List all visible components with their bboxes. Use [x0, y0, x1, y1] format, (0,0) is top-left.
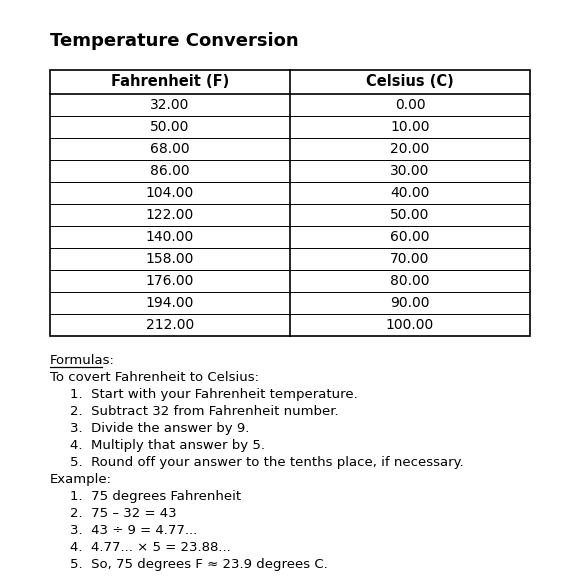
Text: 50.00: 50.00 — [390, 208, 430, 222]
Text: 212.00: 212.00 — [146, 318, 194, 332]
Text: 80.00: 80.00 — [390, 274, 430, 288]
Text: To covert Fahrenheit to Celsius:: To covert Fahrenheit to Celsius: — [50, 371, 259, 384]
Text: 1.  Start with your Fahrenheit temperature.: 1. Start with your Fahrenheit temperatur… — [70, 388, 358, 401]
Text: 60.00: 60.00 — [390, 230, 430, 244]
Text: 20.00: 20.00 — [390, 142, 430, 156]
Text: 104.00: 104.00 — [146, 186, 194, 200]
Text: 3.  43 ÷ 9 = 4.77...: 3. 43 ÷ 9 = 4.77... — [70, 524, 197, 537]
Text: 4.  4.77... × 5 = 23.88...: 4. 4.77... × 5 = 23.88... — [70, 541, 231, 554]
Text: 5.  Round off your answer to the tenths place, if necessary.: 5. Round off your answer to the tenths p… — [70, 456, 464, 469]
Text: Temperature Conversion: Temperature Conversion — [50, 32, 299, 50]
Text: 122.00: 122.00 — [146, 208, 194, 222]
Text: 10.00: 10.00 — [390, 120, 430, 134]
Text: 68.00: 68.00 — [150, 142, 190, 156]
Text: 176.00: 176.00 — [146, 274, 194, 288]
Text: 1.  75 degrees Fahrenheit: 1. 75 degrees Fahrenheit — [70, 490, 241, 503]
Text: 100.00: 100.00 — [386, 318, 434, 332]
Text: Fahrenheit (F): Fahrenheit (F) — [111, 74, 229, 89]
Text: 90.00: 90.00 — [390, 296, 430, 310]
Text: 4.  Multiply that answer by 5.: 4. Multiply that answer by 5. — [70, 439, 265, 452]
Text: 32.00: 32.00 — [150, 98, 190, 112]
Text: 140.00: 140.00 — [146, 230, 194, 244]
Text: 40.00: 40.00 — [390, 186, 430, 200]
Text: 194.00: 194.00 — [146, 296, 194, 310]
Text: 158.00: 158.00 — [146, 252, 194, 266]
Text: 70.00: 70.00 — [390, 252, 430, 266]
Text: 86.00: 86.00 — [150, 164, 190, 178]
Text: 0.00: 0.00 — [394, 98, 425, 112]
Text: 5.  So, 75 degrees F ≈ 23.9 degrees C.: 5. So, 75 degrees F ≈ 23.9 degrees C. — [70, 558, 328, 571]
Text: 2.  Subtract 32 from Fahrenheit number.: 2. Subtract 32 from Fahrenheit number. — [70, 405, 339, 418]
Text: 50.00: 50.00 — [150, 120, 190, 134]
Text: Example:: Example: — [50, 473, 112, 486]
Text: 3.  Divide the answer by 9.: 3. Divide the answer by 9. — [70, 422, 249, 435]
Text: Formulas:: Formulas: — [50, 354, 115, 367]
Text: Celsius (C): Celsius (C) — [366, 74, 454, 89]
Text: 2.  75 – 32 = 43: 2. 75 – 32 = 43 — [70, 507, 177, 520]
Text: 30.00: 30.00 — [390, 164, 430, 178]
Bar — [50, 70, 530, 336]
